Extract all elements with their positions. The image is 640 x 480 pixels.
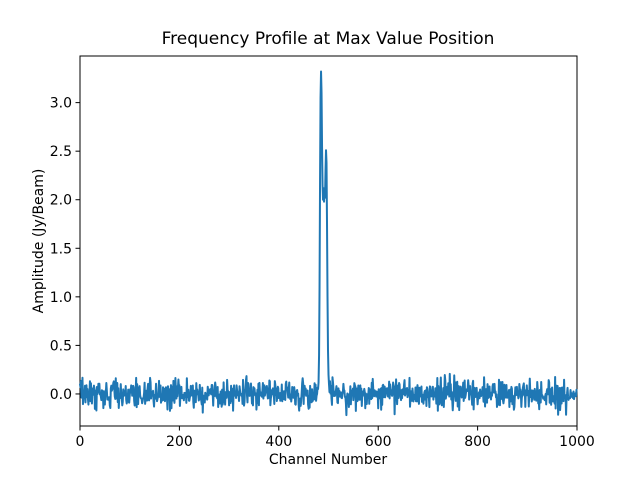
y-tick-label: 2.5	[50, 144, 72, 160]
y-tick-label: 0.0	[50, 387, 72, 403]
y-tick-label: 1.5	[50, 241, 72, 257]
axis-tick-labels: 0 200 400 600 800 1000 0.0 0.5 1.0 1.5 2.0 2.5 3.0	[50, 96, 595, 450]
axes-spines	[79, 55, 578, 427]
y-axis-label: Amplitude (Jy/Beam)	[31, 169, 47, 314]
x-tick-label: 200	[166, 434, 193, 450]
y-tick-label: 0.5	[50, 338, 72, 354]
data-series-line	[79, 70, 578, 417]
chart-title: Frequency Profile at Max Value Position	[162, 29, 495, 49]
x-tick-label: 600	[365, 434, 392, 450]
x-tick-label: 0	[76, 434, 85, 450]
y-tick-label: 3.0	[50, 96, 72, 112]
x-tick-label: 1000	[559, 434, 595, 450]
x-tick-label: 800	[464, 434, 491, 450]
x-tick-label: 400	[265, 434, 292, 450]
y-tick-label: 2.0	[50, 193, 72, 209]
y-tick-label: 1.0	[50, 290, 72, 306]
axis-tick-marks	[75, 102, 578, 431]
x-axis-label: Channel Number	[269, 452, 387, 468]
